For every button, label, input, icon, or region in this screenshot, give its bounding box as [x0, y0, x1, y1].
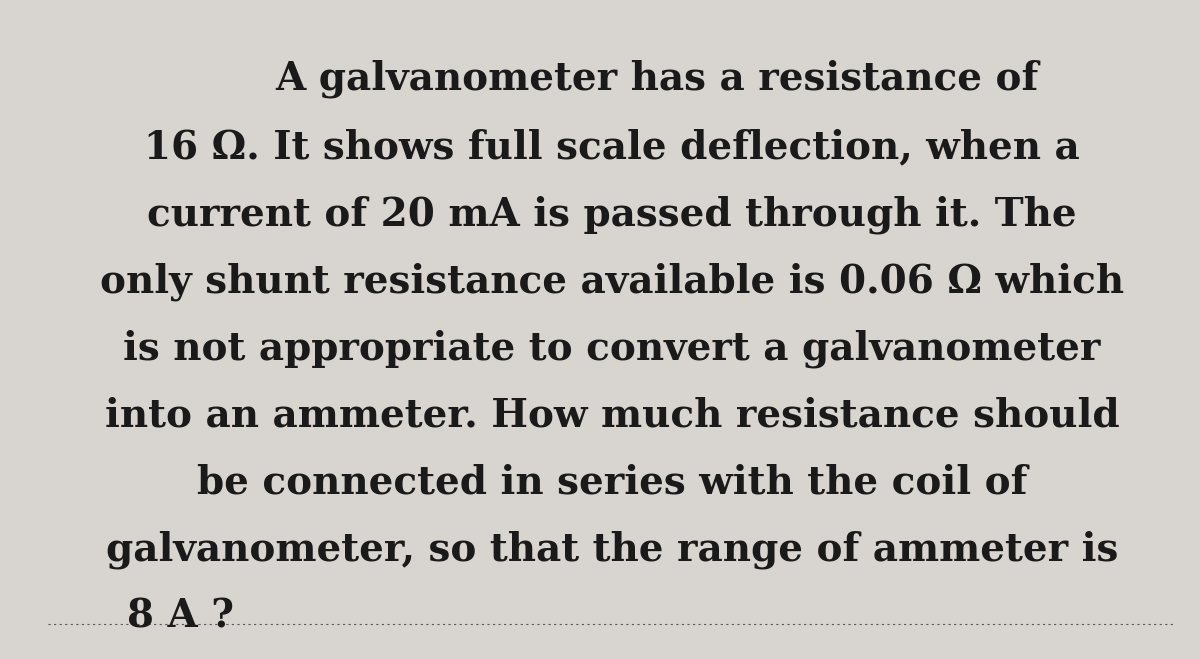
- Text: 8 A ?: 8 A ?: [127, 597, 234, 635]
- Text: into an ammeter. How much resistance should: into an ammeter. How much resistance sho…: [104, 397, 1120, 434]
- Text: galvanometer, so that the range of ammeter is: galvanometer, so that the range of ammet…: [106, 530, 1118, 569]
- Text: be connected in series with the coil of: be connected in series with the coil of: [197, 463, 1027, 501]
- Text: 16 Ω. It shows full scale deflection, when a: 16 Ω. It shows full scale deflection, wh…: [144, 129, 1080, 167]
- Text: is not appropriate to convert a galvanometer: is not appropriate to convert a galvanom…: [124, 330, 1100, 368]
- Text: current of 20 mA is passed through it. The: current of 20 mA is passed through it. T…: [148, 196, 1076, 234]
- Text: only shunt resistance available is 0.06 Ω which: only shunt resistance available is 0.06 …: [100, 262, 1124, 301]
- Text: A galvanometer has a resistance of: A galvanometer has a resistance of: [276, 59, 1039, 98]
